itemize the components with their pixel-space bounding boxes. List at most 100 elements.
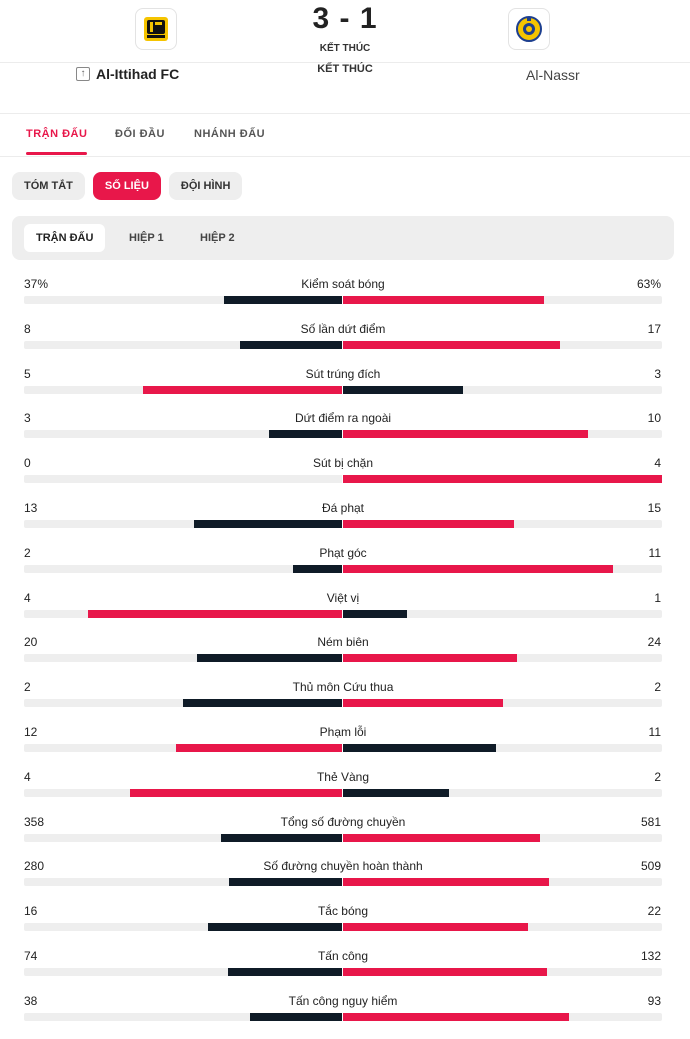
stat-row: 37% Kiểm soát bóng 63%	[0, 270, 690, 315]
home-team-logo[interactable]	[135, 8, 177, 50]
stat-bar-away	[343, 744, 496, 752]
section-pills: TÓM TẮT SỐ LIỆU ĐỘI HÌNH	[12, 172, 243, 200]
ittihad-logo-icon	[144, 17, 168, 41]
stat-away-value: 1	[654, 590, 661, 605]
stat-home-value: 4	[24, 769, 31, 784]
stat-bar-divider	[342, 698, 343, 709]
stat-row: 4 Việt vị 1	[0, 584, 690, 629]
period-second-half[interactable]: HIỆP 2	[200, 232, 235, 244]
match-score: 3 - 1	[312, 2, 378, 35]
pill-summary[interactable]: TÓM TẮT	[12, 172, 85, 200]
stat-bar-home	[293, 564, 342, 573]
tab-bracket[interactable]: NHÁNH ĐẤU	[194, 128, 266, 140]
stat-label: Tổng số đường chuyền	[280, 814, 406, 829]
stat-home-value: 38	[24, 993, 38, 1008]
stat-label: Tấn công nguy hiểm	[288, 993, 398, 1008]
stat-bar-track	[24, 922, 662, 933]
stat-bar-track	[24, 787, 662, 798]
stat-row: 20 Ném biên 24	[0, 628, 690, 673]
stat-bar-away	[343, 609, 407, 618]
stat-label: Phạm lỗi	[319, 725, 367, 739]
pill-lineups[interactable]: ĐỘI HÌNH	[168, 172, 243, 200]
main-tabs: TRẬN ĐẤU ĐỐI ĐẦU NHÁNH ĐẤU	[0, 114, 690, 156]
home-team[interactable]: ↑ Al-Ittihad FC	[76, 66, 179, 82]
stat-away-value: 509	[640, 859, 661, 874]
stat-row: 16 Tắc bóng 22	[0, 897, 690, 942]
home-team-name: Al-Ittihad FC	[96, 66, 180, 82]
stat-row: 3 Dứt điểm ra ngoài 10	[0, 404, 690, 449]
away-team-logo[interactable]	[508, 8, 550, 50]
stat-bar-divider	[342, 877, 343, 888]
active-tab-indicator	[26, 152, 87, 155]
stat-home-value: 8	[24, 321, 31, 336]
stat-bar-away	[343, 385, 463, 394]
divider	[0, 156, 690, 157]
tab-head-to-head[interactable]: ĐỐI ĐẦU	[115, 128, 165, 140]
stat-home-value: 2	[24, 680, 31, 695]
stat-bar-divider	[342, 787, 343, 798]
stat-home-value: 37%	[24, 277, 49, 291]
stat-home-value: 12	[24, 725, 38, 739]
period-full-match[interactable]: TRẬN ĐẤU	[24, 224, 106, 252]
stat-away-value: 11	[648, 725, 661, 739]
stat-home-value: 13	[24, 501, 38, 515]
stat-label: Tắc bóng	[317, 904, 369, 919]
stat-away-value: 11	[648, 545, 661, 560]
match-status-small: KẾT THÚC	[319, 43, 371, 54]
stat-row: 38 Tấn công nguy hiểm 93	[0, 987, 690, 1032]
stat-bar-track	[24, 967, 662, 977]
stat-row: 0 Sút bị chặn 4	[0, 449, 690, 494]
stat-away-value: 132	[640, 949, 661, 963]
stat-home-value: 3	[24, 411, 31, 426]
pin-icon[interactable]: ↑	[76, 67, 90, 81]
stat-bar-home	[224, 296, 342, 304]
stat-bar-divider	[342, 339, 343, 350]
away-team-name[interactable]: Al-Nassr	[526, 67, 580, 83]
pill-statistics[interactable]: SỐ LIỆU	[92, 172, 161, 200]
stat-bar-away	[343, 878, 549, 887]
stat-bar-home	[229, 878, 342, 887]
stat-bar-home	[250, 1012, 342, 1021]
stat-bar-track	[24, 698, 662, 709]
stat-away-value: 581	[640, 814, 661, 829]
stat-away-value: 15	[647, 501, 661, 515]
stat-bar-divider	[342, 474, 343, 485]
stat-away-value: 63%	[636, 277, 661, 291]
stat-label: Ném biên	[317, 635, 369, 650]
header-divider	[0, 62, 690, 63]
stat-bar-track	[24, 429, 662, 440]
stat-bar-track	[24, 384, 662, 395]
stat-away-value: 4	[654, 456, 661, 471]
stat-label: Sút bị chặn	[312, 456, 374, 471]
stat-row: 2 Thủ môn Cứu thua 2	[0, 673, 690, 718]
stat-label: Việt vị	[326, 590, 360, 605]
stat-away-value: 3	[654, 366, 661, 381]
nassr-logo-icon	[516, 16, 542, 42]
stat-bar-away	[343, 788, 449, 797]
stat-bar-track	[24, 295, 662, 305]
stat-bar-divider	[342, 832, 343, 843]
stat-bar-track	[24, 877, 662, 888]
stat-bar-divider	[342, 384, 343, 395]
stat-label: Số đường chuyền hoàn thành	[263, 859, 423, 874]
stat-away-value: 2	[654, 680, 661, 695]
divider	[0, 113, 690, 114]
stat-bar-home	[208, 923, 342, 932]
stat-bar-track	[24, 832, 662, 843]
stat-row: 12 Phạm lỗi 11	[0, 718, 690, 763]
stat-home-value: 2	[24, 545, 31, 560]
stat-home-value: 4	[24, 590, 31, 605]
stat-bar-away	[343, 520, 514, 528]
stat-row: 8 Số lần dứt điểm 17	[0, 315, 690, 360]
tab-match[interactable]: TRẬN ĐẤU	[26, 128, 88, 140]
stat-row: 13 Đá phạt 15	[0, 494, 690, 539]
period-first-half[interactable]: HIỆP 1	[129, 232, 164, 244]
stat-row: 358 Tổng số đường chuyền 581	[0, 808, 690, 853]
stat-bar-divider	[342, 967, 343, 977]
stat-bar-track	[24, 519, 662, 529]
stat-bar-divider	[342, 429, 343, 440]
stat-label: Số lần dứt điểm	[300, 321, 386, 336]
stat-bar-divider	[342, 1011, 343, 1022]
period-selector: TRẬN ĐẤU HIỆP 1 HIỆP 2	[12, 216, 674, 260]
stat-bar-track	[24, 563, 662, 574]
